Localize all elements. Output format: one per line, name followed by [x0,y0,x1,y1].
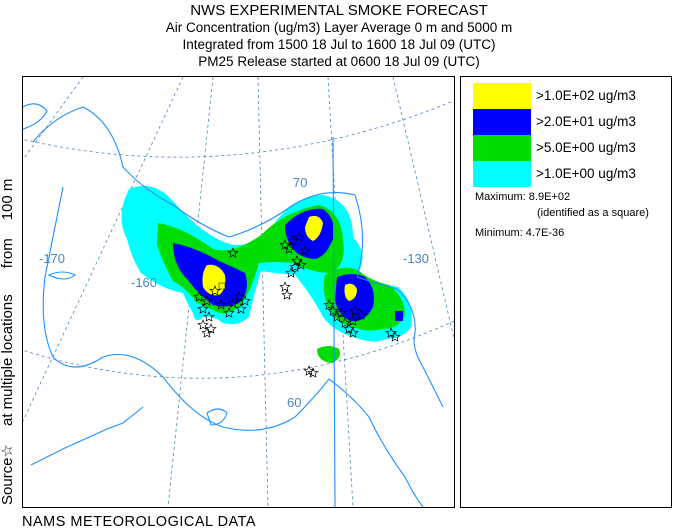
source-star [227,297,239,308]
legend-label-100: >1.0E+02 ug/m3 [536,88,636,103]
source-star [227,247,239,258]
source-star [281,289,293,300]
source-star [233,291,245,302]
source-star [307,367,319,378]
side-label-height: 100 m [0,178,16,221]
source-star [201,327,213,338]
legend-panel: >1.0E+02 ug/m3 >2.0E+01 ug/m3 >5.0E+00 u… [460,76,672,508]
source-star [203,311,215,322]
subtitle-release: PM25 Release started at 0600 18 Jul 09 (… [198,54,480,69]
source-star [201,295,213,306]
alaska-coast [32,106,444,408]
source-star [223,307,235,318]
source-star [283,243,295,254]
source-star [239,295,251,306]
source-star [285,267,297,278]
bering-coast [42,186,330,431]
source-star [323,299,335,310]
minimum-value: Minimum: 4.7E-36 [475,227,565,239]
legend-swatch-yellow [473,83,531,109]
yukon-canada-border [332,136,336,507]
parallel-70 [23,100,454,158]
label-lon-160: -160 [131,275,157,290]
legend-label-1: >1.0E+00 ug/m3 [536,166,636,181]
aleutian-chain [30,406,144,466]
side-label-locations: at multiple locations [0,294,16,427]
legend-label-20: >2.0E+01 ug/m3 [536,114,636,129]
maximum-value: Maximum: 8.9E+02 [475,191,571,203]
source-star [279,281,291,292]
source-star [209,285,221,296]
st-lawrence-island [47,271,77,280]
source-markers [193,231,401,378]
kodiak-island [206,408,228,426]
map-title: NWS EXPERIMENTAL SMOKE FORECAST [190,2,488,19]
source-star [339,317,351,328]
source-star [215,299,227,310]
subtitle-concentration: Air Concentration (ug/m3) Layer Average … [165,20,513,35]
label-lat-60: 60 [287,395,301,410]
source-star [389,331,401,342]
label-lon-130: -130 [403,251,429,266]
gulf-coast [328,378,424,507]
source-star [349,305,361,316]
source-star [293,231,305,242]
source-star [335,307,347,318]
source-star [347,327,359,338]
legend-swatch-green [473,135,531,161]
source-star [347,315,359,326]
graticule-labels: -170 -160 -130 70 60 [39,175,429,410]
source-star [299,245,311,256]
parallel-60 [23,320,454,379]
source-star [327,305,339,316]
siberia-tip [23,103,48,130]
legend-label-5: >5.0E+00 ug/m3 [536,140,636,155]
smoke-level-100 [202,215,357,301]
source-star [197,319,209,330]
meridian-m170 [23,77,184,422]
source-side-label: Source☆ at multiple locations from 100 m [0,85,18,505]
source-star [205,323,217,334]
legend-swatch-blue [473,109,531,135]
maximum-square [218,282,226,290]
meridian-m180 [23,77,84,161]
source-star [235,303,247,314]
maximum-note: (identified as a square) [537,207,649,219]
coastlines [23,103,444,507]
meridian-m150 [257,77,269,507]
legend-swatch-cyan [473,161,531,187]
side-label-from: from [0,238,16,269]
subtitle-integration: Integrated from 1500 18 Jul to 1600 18 J… [182,37,496,52]
label-lat-70: 70 [293,175,307,190]
side-label-source: Source☆ [0,444,16,505]
source-star [197,303,209,314]
meteorological-data-label: NAMS METEOROLOGICAL DATA [22,514,257,530]
map-panel: -170 -160 -130 70 60 [22,76,455,508]
label-lon-170: -170 [39,251,65,266]
smoke-map: -170 -160 -130 70 60 [23,77,454,507]
source-star [193,291,205,302]
source-star [295,259,307,270]
